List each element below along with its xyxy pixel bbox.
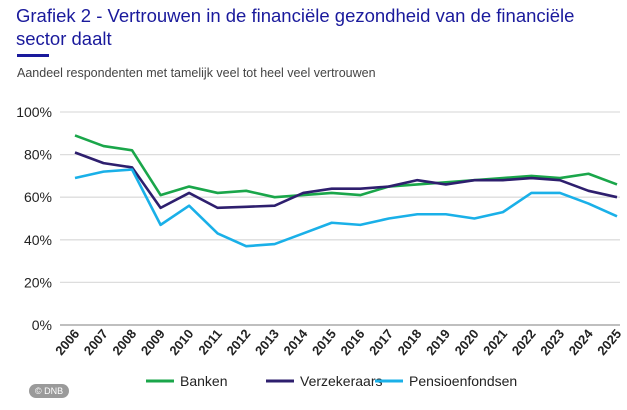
x-tick-label: 2024 — [566, 326, 597, 358]
x-tick-label: 2010 — [166, 326, 196, 358]
x-tick-label: 2013 — [252, 326, 282, 358]
y-tick-label: 20% — [24, 274, 52, 290]
y-tick-label: 80% — [24, 147, 52, 163]
series-line-verzekeraars — [74, 151, 618, 210]
x-tick-label: 2012 — [223, 326, 253, 358]
series-line-pensioenfondsen — [74, 168, 618, 248]
y-tick-label: 40% — [24, 232, 52, 248]
x-tick-label: 2007 — [81, 326, 111, 358]
y-tick-label: 0% — [32, 317, 52, 333]
x-tick-label: 2022 — [509, 326, 539, 358]
x-tick-label: 2006 — [52, 326, 82, 358]
chart-title: Grafiek 2 - Vertrouwen in de financiële … — [16, 5, 575, 49]
copyright-badge: © DNB — [29, 384, 70, 398]
legend-label: Banken — [180, 373, 227, 389]
x-tick-label: 2014 — [280, 326, 311, 358]
x-tick-label: 2021 — [480, 326, 510, 358]
legend-label: Pensioenfondsen — [409, 373, 517, 389]
x-tick-label: 2019 — [423, 326, 453, 358]
series-line-banken — [74, 134, 618, 199]
x-tick-label: 2011 — [195, 326, 225, 357]
title-underline — [17, 54, 49, 57]
x-tick-label: 2015 — [309, 326, 339, 358]
x-tick-label: 2025 — [594, 326, 624, 358]
x-tick-label: 2020 — [452, 326, 482, 358]
chart-subtitle: Aandeel respondenten met tamelijk veel t… — [17, 66, 376, 80]
y-tick-label: 100% — [16, 104, 52, 120]
x-tick-label: 2008 — [109, 326, 139, 358]
x-tick-label: 2017 — [366, 326, 396, 358]
legend-label: Verzekeraars — [300, 373, 382, 389]
x-tick-label: 2016 — [337, 326, 367, 358]
x-tick-label: 2018 — [395, 326, 425, 358]
x-tick-label: 2009 — [138, 326, 168, 358]
x-tick-label: 2023 — [537, 326, 567, 358]
y-tick-label: 60% — [24, 189, 52, 205]
